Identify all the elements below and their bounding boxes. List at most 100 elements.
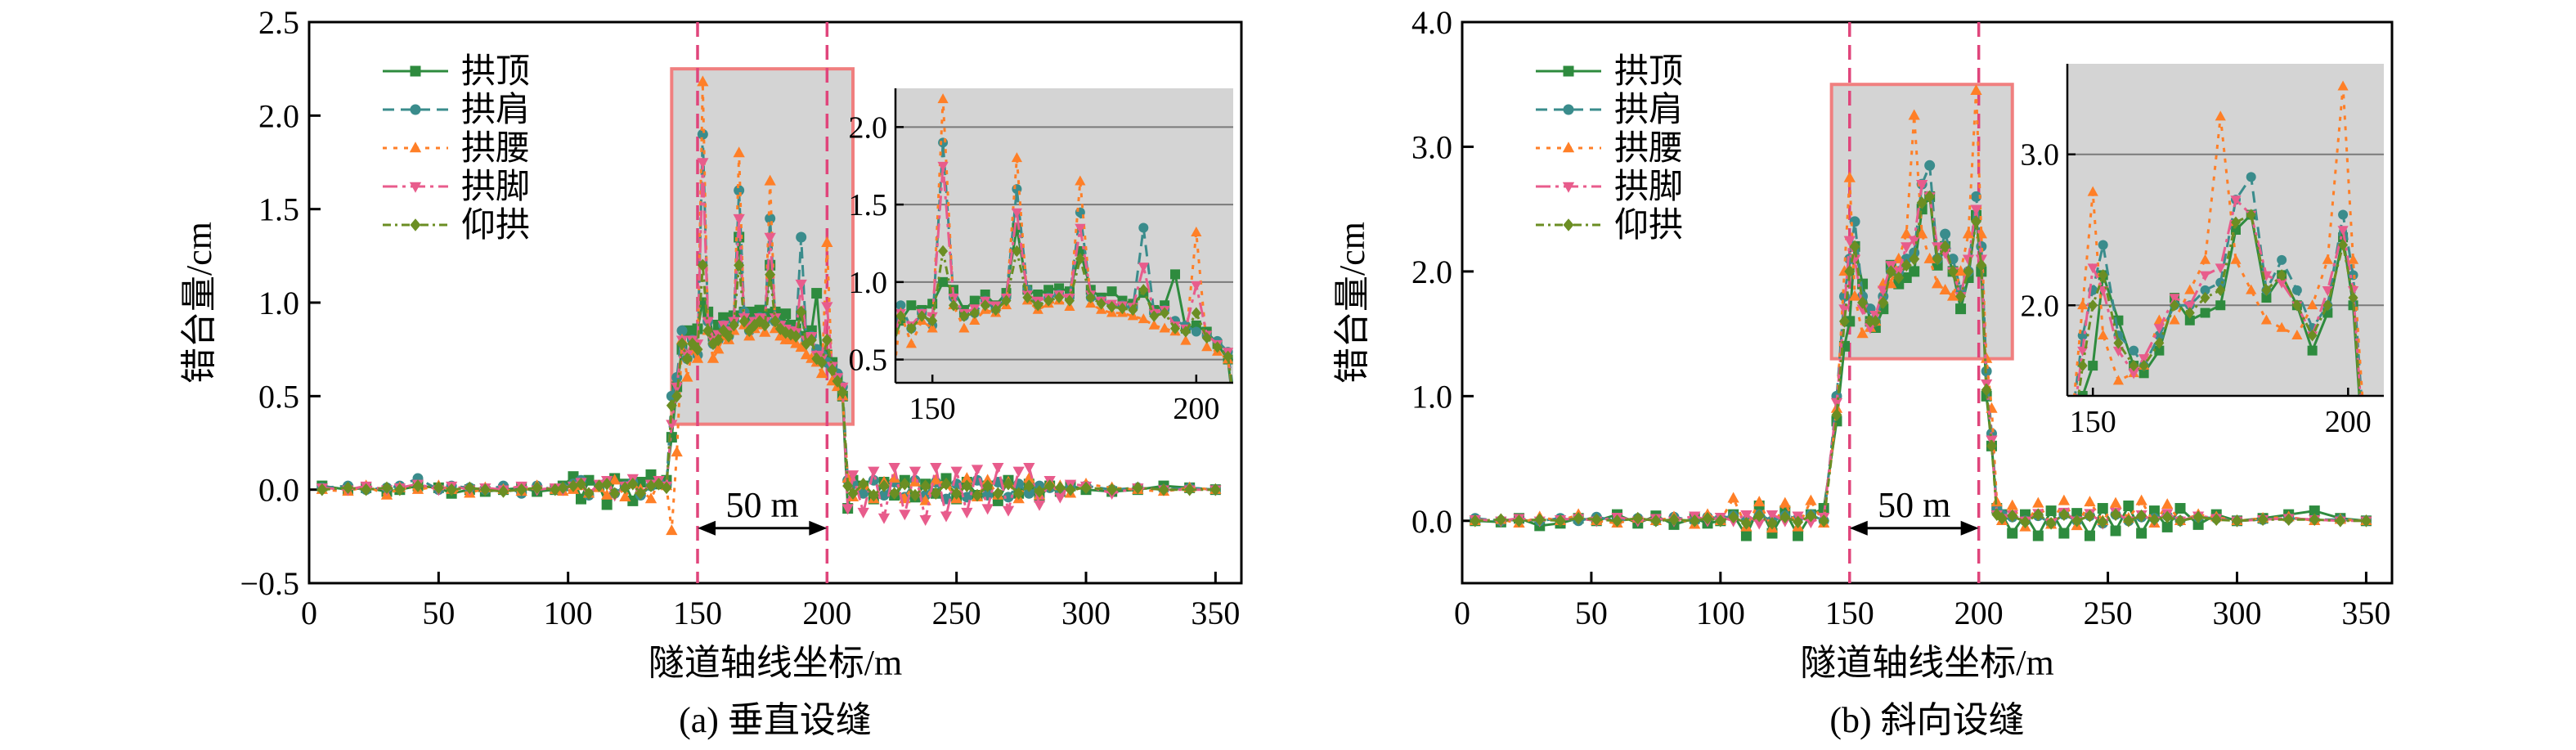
x-tick-label: 150 xyxy=(673,595,722,631)
data-point xyxy=(858,478,869,491)
y-tick-label: 0.5 xyxy=(258,378,299,415)
data-point xyxy=(868,488,879,502)
data-point xyxy=(919,515,931,527)
inset-data-point xyxy=(2369,496,2379,506)
legend-label-arch-waist: 拱腰 xyxy=(461,130,530,168)
data-point xyxy=(645,479,657,492)
inset-data-point xyxy=(2291,329,2303,339)
data-point xyxy=(532,481,543,495)
inset-data-point xyxy=(1043,285,1054,295)
data-point xyxy=(981,504,994,515)
inset-data-point xyxy=(2246,209,2256,221)
y-tick-label: 3.0 xyxy=(1411,128,1452,165)
inset-data-point xyxy=(1011,208,1023,218)
data-point xyxy=(2210,513,2222,527)
data-point xyxy=(759,326,771,337)
data-point xyxy=(1843,236,1856,247)
data-point xyxy=(601,488,613,500)
inset-data-point xyxy=(1106,286,1117,297)
data-point xyxy=(1971,191,1982,202)
data-point xyxy=(2084,530,2095,541)
data-point xyxy=(981,474,994,485)
data-point xyxy=(1893,271,1905,285)
data-point xyxy=(1132,481,1143,495)
data-point xyxy=(940,511,953,523)
data-point xyxy=(1753,509,1765,523)
inset-plot: 0.5 1.0 1.5 2.0 150 200 xyxy=(849,88,1254,446)
data-point xyxy=(951,487,963,501)
data-point xyxy=(1955,290,1967,303)
data-point xyxy=(2084,509,2095,523)
legend-label-arch-foot: 拱脚 xyxy=(1614,168,1683,206)
inset-data-point xyxy=(1011,152,1023,163)
data-point xyxy=(1843,171,1856,182)
data-point xyxy=(601,499,613,510)
data-point xyxy=(697,158,709,169)
inset-data-point xyxy=(1244,434,1254,446)
data-point xyxy=(2135,494,2147,505)
data-point xyxy=(1971,215,1982,228)
data-point xyxy=(1003,478,1014,491)
data-point xyxy=(832,375,843,388)
data-point xyxy=(516,483,527,496)
inset-data-point xyxy=(2277,269,2287,281)
inset-data-point xyxy=(2230,225,2241,235)
data-point xyxy=(1534,513,1546,527)
inset-data-point xyxy=(1212,341,1223,353)
x-tick-label: 250 xyxy=(2084,595,2133,631)
inset-data-point xyxy=(1159,322,1170,333)
data-point xyxy=(1981,383,1992,397)
data-point xyxy=(734,185,745,196)
data-point xyxy=(972,488,983,502)
inset-data-point xyxy=(2184,301,2196,312)
inset-data-point xyxy=(1138,313,1149,324)
data-point xyxy=(1916,179,1928,191)
span-arrow-head-left xyxy=(1849,520,1868,536)
data-point xyxy=(1976,258,1987,272)
data-point xyxy=(2071,508,2083,519)
data-point xyxy=(1864,323,1877,335)
data-point xyxy=(1003,492,1014,503)
data-point xyxy=(671,382,683,393)
inset-data-point xyxy=(2215,110,2226,121)
inset-data-point xyxy=(1244,420,1254,430)
data-point xyxy=(1044,479,1056,492)
data-point xyxy=(842,479,854,492)
span-arrow-head-right xyxy=(1960,520,1979,536)
data-point xyxy=(909,475,922,487)
y-tick-label: 2.0 xyxy=(258,97,299,134)
inset-x-tick-label: 150 xyxy=(909,392,956,426)
data-point xyxy=(568,479,579,492)
inset-data-point xyxy=(1106,300,1117,313)
data-point xyxy=(841,504,854,515)
inset-data-point xyxy=(1033,299,1043,312)
data-point xyxy=(718,324,729,338)
data-point xyxy=(1650,514,1662,528)
data-point xyxy=(316,483,328,496)
data-point xyxy=(1831,408,1842,421)
inset-data-point xyxy=(937,161,949,172)
inset-data-point xyxy=(980,299,990,312)
inset-data-point xyxy=(1117,302,1128,315)
y-tick-label: 4.0 xyxy=(1411,4,1452,41)
data-point xyxy=(982,479,994,492)
data-point xyxy=(857,507,869,519)
data-point xyxy=(1931,242,1944,254)
data-point xyxy=(1591,513,1602,527)
inset-data-point xyxy=(2138,359,2149,372)
inset-data-point xyxy=(895,300,906,311)
inset-data-point xyxy=(2322,299,2333,312)
x-tick-label: 300 xyxy=(1061,595,1111,631)
data-point xyxy=(811,288,823,299)
inset-data-point xyxy=(2215,277,2226,288)
inset-data-point xyxy=(2138,368,2149,379)
inset-data-point xyxy=(2113,337,2124,349)
data-point xyxy=(847,487,859,501)
data-point xyxy=(707,352,720,363)
y-axis-label: 错台量/cm xyxy=(179,222,219,384)
inset-data-point xyxy=(2337,80,2349,91)
legend-marker-arch-crown xyxy=(410,65,421,77)
inset-data-point xyxy=(2184,315,2195,326)
data-point xyxy=(1793,530,1804,541)
legend-marker-arch-waist xyxy=(409,141,422,153)
